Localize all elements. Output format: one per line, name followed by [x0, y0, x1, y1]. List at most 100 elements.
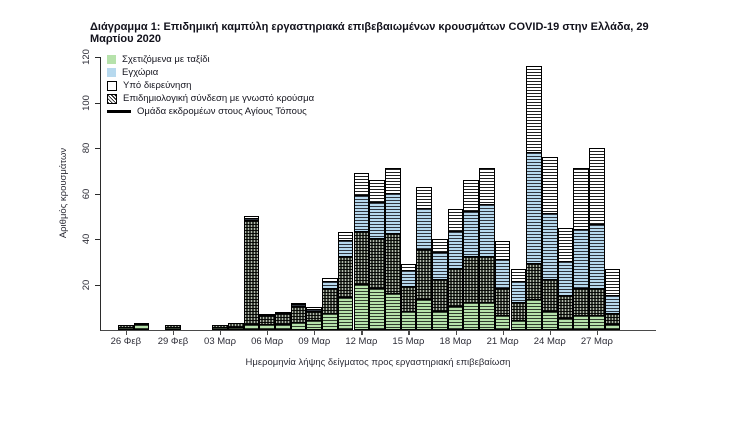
- bar-segment-epi_link: [276, 313, 290, 325]
- bar: [243, 216, 260, 330]
- bar-segment-epi_link: [385, 233, 400, 293]
- y-axis-tick: [95, 148, 100, 150]
- bar-segment-travel: [401, 310, 416, 329]
- bar-segment-travel: [228, 326, 243, 329]
- bar-segment-travel: [323, 313, 337, 329]
- y-axis-tick: [95, 102, 100, 104]
- x-tick-label: 18 Μαρ: [439, 336, 472, 347]
- bar-segment-domestic: [385, 192, 400, 234]
- bar-segment-travel: [354, 283, 369, 329]
- bar-segment-epi_link: [370, 238, 384, 289]
- pilgrims-line-swatch-icon: [107, 110, 131, 113]
- bar-segment-domestic: [511, 281, 526, 302]
- bar-segment-investigation: [433, 240, 447, 252]
- bar: [275, 311, 291, 330]
- bar-segment-epi_link: [354, 231, 369, 284]
- bar-segment-investigation: [558, 228, 573, 261]
- x-axis-title: Ημερομηνία λήψης δείγματος προς εργαστηρ…: [245, 357, 511, 368]
- bar: [589, 148, 605, 330]
- x-tick-label: 03 Μαρ: [204, 336, 237, 347]
- bar-segment-epi_link: [558, 294, 573, 318]
- legend-item-pilgrims: Ομάδα εκδρομέων στους Αγίους Τόπους: [107, 105, 314, 118]
- bar-segment-travel: [166, 326, 180, 329]
- white-swatch-icon: [107, 80, 117, 91]
- bar: [463, 179, 480, 330]
- plot-area: Σχετιζόμενα με ταξίδι Εγχώρια Υπό διερεύνη…: [58, 49, 656, 368]
- chart-title: Διάγραμμα 1: Επιδημική καμπύλη εργαστηρι…: [90, 21, 649, 45]
- bar-segment-travel: [244, 324, 259, 329]
- bar-segment-travel: [448, 306, 463, 329]
- bar-segment-travel: [385, 292, 400, 329]
- bar: [494, 241, 511, 330]
- bar-segment-investigation: [605, 269, 620, 295]
- x-axis-tick: [314, 331, 316, 335]
- x-axis-tick: [408, 331, 410, 335]
- bar-segment-epi_link: [448, 267, 463, 307]
- y-axis-tick: [95, 284, 100, 286]
- bar-segment-travel: [338, 297, 353, 329]
- bar-segment-epi_link: [401, 285, 416, 311]
- bar: [290, 302, 307, 330]
- bar-segment-domestic: [558, 260, 573, 295]
- x-axis-tick: [502, 331, 504, 335]
- bar-segment-epi_link: [480, 256, 494, 302]
- bar-segment-domestic: [338, 240, 353, 257]
- y-tick-label: 100: [81, 94, 92, 111]
- y-axis-tick: [95, 193, 100, 195]
- bar: [322, 277, 338, 330]
- bar-segment-domestic: [480, 203, 494, 257]
- bar-segment-domestic: [401, 269, 416, 286]
- bar: [227, 323, 244, 330]
- bar: [541, 157, 558, 330]
- bar-segment-domestic: [354, 194, 369, 232]
- bar-segment-travel: [370, 288, 384, 329]
- y-axis-tick: [95, 239, 100, 241]
- bar-segment-travel: [260, 324, 274, 329]
- bar-segment-domestic: [590, 224, 604, 289]
- bar: [526, 66, 542, 330]
- bar-segment-domestic: [574, 228, 588, 289]
- bar: [432, 239, 448, 330]
- bar-segment-epi_link: [495, 288, 510, 316]
- bar-segment-epi_link: [213, 326, 227, 327]
- y-axis-tick: [95, 57, 100, 59]
- bar-segment-domestic: [448, 231, 463, 268]
- bar-segment-investigation: [370, 180, 384, 202]
- bar: [165, 325, 181, 330]
- bar-segment-travel: [291, 322, 306, 329]
- x-axis-tick: [549, 331, 551, 335]
- bar-segment-epi_link: [166, 326, 180, 327]
- x-tick-label: 29 Φεβ: [157, 336, 189, 347]
- bar-segment-investigation: [291, 303, 306, 304]
- bar-segment-investigation: [307, 308, 322, 309]
- x-tick-label: 27 Μαρ: [580, 336, 613, 347]
- bar-segment-domestic: [276, 312, 290, 314]
- y-tick-label: 40: [81, 233, 92, 245]
- bar-segment-travel: [527, 299, 541, 329]
- x-tick-label: 15 Μαρ: [392, 336, 425, 347]
- bar-segment-epi_link: [511, 301, 526, 320]
- bar-segment-epi_link: [228, 324, 243, 327]
- bar-segment-epi_link: [464, 256, 479, 302]
- bar-segment-investigation: [574, 169, 588, 229]
- x-tick-label: 21 Μαρ: [486, 336, 519, 347]
- legend-item-label: Εγχώρια: [122, 67, 159, 78]
- bar: [604, 268, 621, 330]
- legend: Σχετιζόμενα με ταξίδι Εγχώρια Υπό διερεύνη…: [107, 53, 314, 118]
- bar-segment-epi_link: [134, 324, 149, 325]
- bar-segment-travel: [574, 315, 588, 329]
- bar: [133, 323, 150, 330]
- bar-segment-domestic: [527, 151, 541, 264]
- y-axis-title: Αριθμός κρουσμάτων: [58, 147, 69, 239]
- bar-segment-epi_link: [119, 326, 133, 327]
- bar: [573, 168, 589, 330]
- bar-segment-travel: [480, 301, 494, 329]
- bar-segment-epi_link: [307, 310, 322, 320]
- bar-segment-investigation: [527, 67, 541, 152]
- bar-segment-domestic: [260, 315, 274, 316]
- legend-item-travel: Σχετιζόμενα με ταξίδι: [107, 53, 314, 66]
- y-tick-label: 20: [81, 279, 92, 290]
- bar-segment-investigation: [323, 278, 337, 282]
- bar-segment-investigation: [495, 242, 510, 259]
